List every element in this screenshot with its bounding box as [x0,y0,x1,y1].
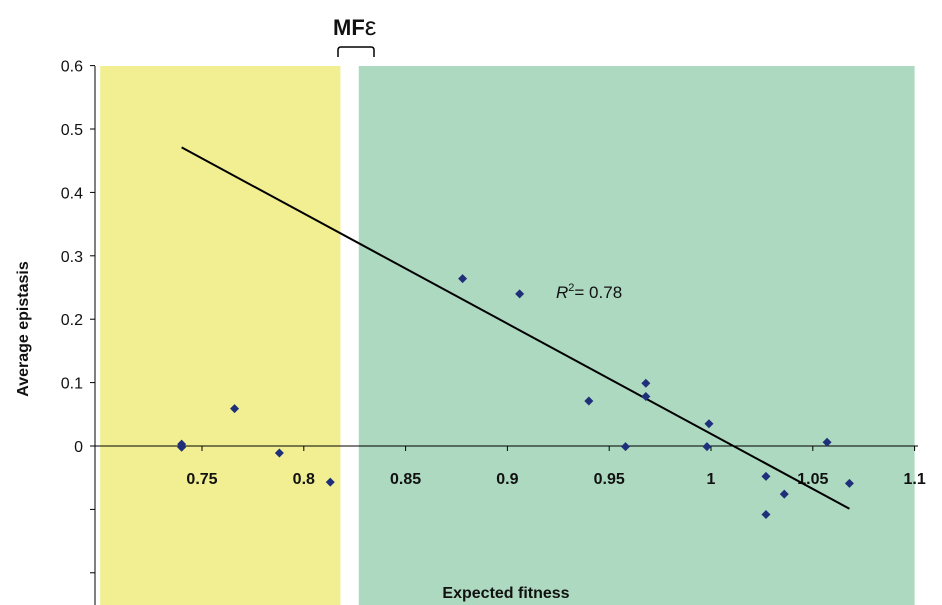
y-tick-label: 0.6 [61,59,83,76]
y-tick-label: 0.1 [61,376,83,393]
region-yellow [100,66,341,605]
data-point [620,442,630,452]
mfe-label-main: MF [333,15,365,40]
data-points [177,274,854,519]
background-regions [100,66,915,605]
data-point [761,509,771,519]
data-point [325,477,335,487]
data-point [779,489,789,499]
data-point [844,478,854,488]
r-squared-sup: 2 [568,282,574,294]
trendline [181,146,850,510]
mfe-label-symbol: ε [365,11,377,41]
y-tick-label: 0.3 [61,249,83,266]
y-tick-label: 0.5 [61,122,83,139]
data-point [274,448,284,458]
data-point [177,442,187,452]
data-point [641,378,651,388]
r-squared-value: = 0.78 [574,283,622,302]
x-tick-label: 0.8 [293,471,315,488]
data-point [702,442,712,452]
x-axis-title: Expected fitness [442,585,569,602]
mfe-label: MFε [333,11,377,41]
r-squared-symbol: R [556,283,568,302]
x-tick-label: 1 [707,471,716,488]
data-point [584,396,594,406]
mfe-bracket: MFε [333,11,377,57]
x-tick-label: 1.05 [797,471,828,488]
data-point [761,471,771,481]
data-point [822,437,832,447]
tick-labels: 0 0.1 0.2 0.3 0.4 0.5 0.6 0.75 0.8 0.85 0.9 0.95 1 1.… [61,59,926,488]
x-tick-label: 0.85 [390,471,421,488]
data-point [515,289,525,299]
data-point [458,274,468,284]
y-axis-title: Average epistasis [15,261,32,397]
x-tick-label: 0.95 [594,471,625,488]
data-point [230,404,240,414]
y-tick-label: 0.4 [61,185,83,202]
x-tick-label: 0.75 [186,471,217,488]
data-point [641,392,651,402]
data-point [704,419,714,429]
r-squared-annotation: R2= 0.78 [556,282,622,302]
y-tick-label: 0.2 [61,312,83,329]
axes [90,65,918,605]
x-tick-label: 0.9 [496,471,518,488]
y-tick-label: 0 [74,439,83,456]
region-green [358,66,915,605]
x-tick-label: 1.1 [903,471,925,488]
